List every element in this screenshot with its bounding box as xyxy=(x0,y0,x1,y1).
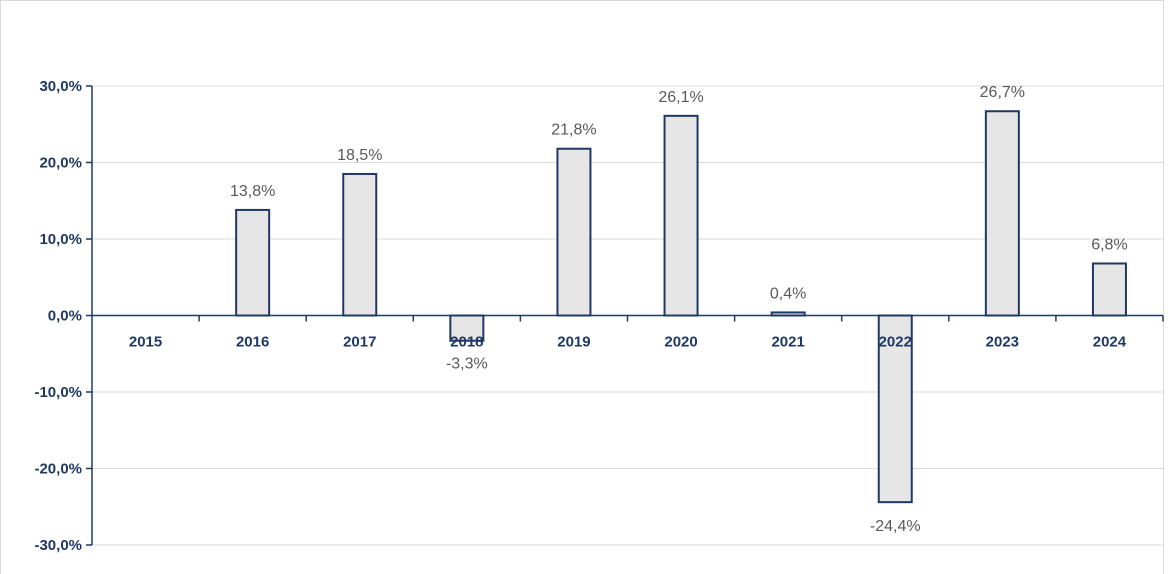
bar-2024 xyxy=(1091,262,1127,317)
data-label: 26,1% xyxy=(658,89,703,106)
y-tick-label: 10,0% xyxy=(39,231,82,248)
data-label: 18,5% xyxy=(337,147,382,164)
labels: 30,0% 20,0% 10,0% 0,0% -10,0% -20,0% -30,0% 201… xyxy=(34,78,1127,554)
x-tick-label: 2018 xyxy=(450,334,483,351)
data-label: 6,8% xyxy=(1091,236,1127,253)
data-label: 26,7% xyxy=(980,84,1025,101)
bars xyxy=(235,110,1127,504)
bar-2023 xyxy=(984,110,1020,317)
x-tick-label: 2021 xyxy=(771,334,804,351)
data-label: -3,3% xyxy=(446,356,488,373)
y-tick-label: 30,0% xyxy=(39,78,82,95)
x-tick-label: 2023 xyxy=(986,334,1019,351)
bar-2016 xyxy=(235,208,271,317)
data-label: 21,8% xyxy=(551,122,596,139)
x-tick-label: 2024 xyxy=(1093,334,1127,351)
x-tick-label: 2016 xyxy=(236,334,269,351)
data-label: 0,4% xyxy=(770,285,806,302)
x-tick-label: 2019 xyxy=(557,334,590,351)
y-tick-label: -20,0% xyxy=(34,461,82,478)
x-tick-label: 2015 xyxy=(129,334,162,351)
y-tick-label: -30,0% xyxy=(34,537,82,554)
y-tick-label: 20,0% xyxy=(39,155,82,172)
data-label: 13,8% xyxy=(230,183,275,200)
x-tick-label: 2020 xyxy=(664,334,697,351)
bar-2017 xyxy=(342,172,378,317)
gridlines xyxy=(92,85,1163,546)
y-tick-label: 0,0% xyxy=(48,308,82,325)
x-tick-label: 2017 xyxy=(343,334,376,351)
axes xyxy=(86,85,1164,546)
x-tick-label: 2022 xyxy=(879,334,912,351)
bar-2019 xyxy=(556,147,592,317)
data-label: -24,4% xyxy=(870,518,921,535)
y-tick-label: -10,0% xyxy=(34,384,82,401)
bar-2022 xyxy=(877,314,913,504)
bar-2020 xyxy=(663,114,699,317)
